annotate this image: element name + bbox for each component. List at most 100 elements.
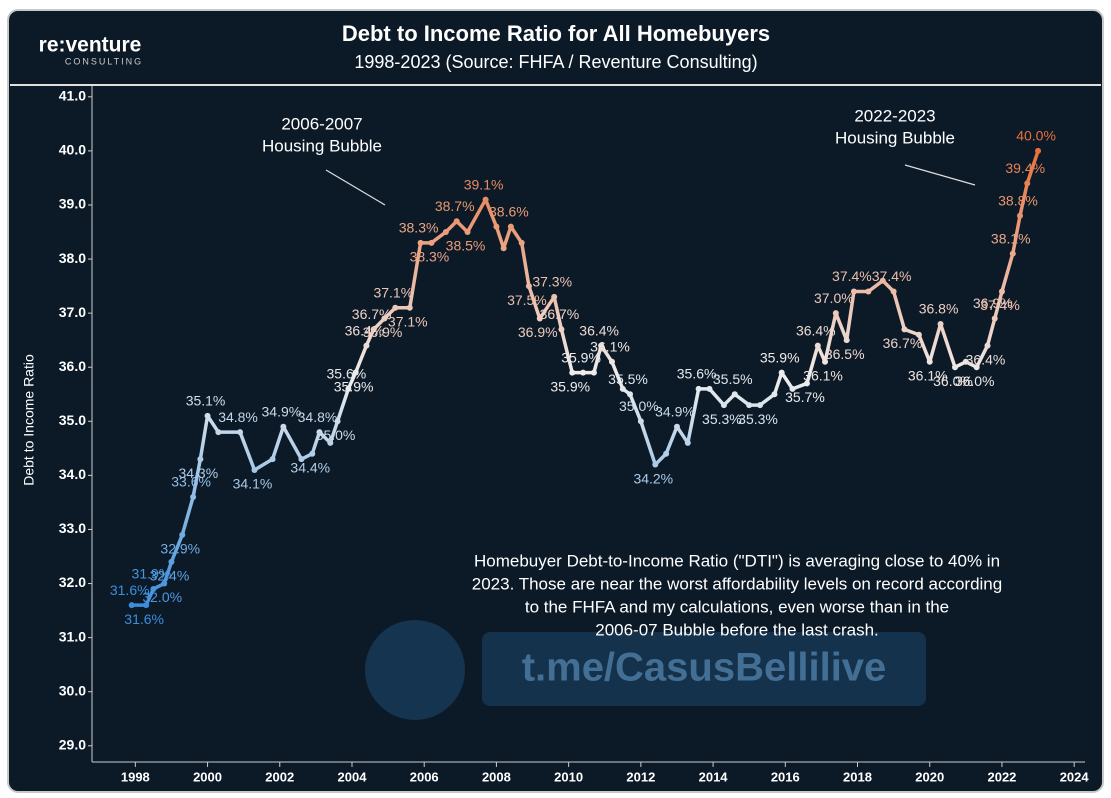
data-label: 36.0%	[933, 373, 973, 389]
x-tick-label: 2010	[554, 769, 583, 784]
point	[608, 358, 615, 365]
x-tick-label: 2014	[699, 769, 729, 784]
data-label: 35.1%	[186, 393, 226, 409]
data-label: 36.9%	[973, 295, 1013, 311]
x-tick-label: 2024	[1060, 769, 1090, 784]
divider	[10, 84, 1101, 86]
data-label: 36.5%	[825, 346, 865, 362]
data-label: 35.9%	[334, 378, 374, 394]
data-label: 37.4%	[832, 268, 872, 284]
point	[370, 326, 377, 333]
data-label: 37.5%	[507, 292, 547, 308]
point	[952, 364, 959, 371]
point	[204, 412, 211, 419]
data-label: 36.4%	[579, 322, 619, 338]
data-label: 38.8%	[998, 192, 1038, 208]
data-label: 37.0%	[814, 290, 854, 306]
x-tick-label: 2016	[771, 769, 800, 784]
arrow	[904, 164, 976, 186]
point	[197, 456, 204, 463]
point	[637, 418, 644, 425]
y-tick-label: 34.0	[59, 466, 86, 482]
point	[706, 385, 713, 392]
point	[150, 585, 157, 592]
point	[673, 423, 680, 430]
point	[720, 402, 727, 409]
data-label: 36.4%	[796, 322, 836, 338]
data-label: 32.4%	[150, 568, 190, 584]
point	[984, 342, 991, 349]
point	[926, 358, 933, 365]
point	[392, 304, 399, 311]
y-tick-label: 31.0	[59, 628, 86, 644]
x-tick-label: 2022	[987, 769, 1016, 784]
point	[822, 358, 829, 365]
y-tick-label: 40.0	[59, 142, 86, 158]
data-label: 31.6%	[124, 611, 164, 627]
point	[143, 602, 150, 609]
point	[453, 218, 460, 225]
x-tick-label: 2008	[482, 769, 511, 784]
point	[746, 402, 753, 409]
point	[406, 304, 413, 311]
point	[1017, 212, 1024, 219]
point	[879, 277, 886, 284]
point	[991, 315, 998, 322]
data-label: 40.0%	[1016, 128, 1056, 144]
data-label: 38.6%	[489, 203, 529, 219]
point	[1035, 147, 1042, 154]
x-tick-label: 2000	[193, 769, 222, 784]
point	[500, 245, 507, 252]
point	[442, 229, 449, 236]
data-label: 36.1%	[908, 368, 948, 384]
arrow	[325, 169, 386, 206]
point	[363, 342, 370, 349]
data-label: 39.4%	[1005, 160, 1045, 176]
logo-sub: CONSULTING	[65, 56, 143, 66]
point	[1009, 250, 1016, 257]
data-label: 36.7%	[540, 306, 580, 322]
x-tick-label: 2020	[915, 769, 944, 784]
data-label: 38.3%	[410, 249, 450, 265]
annotation: 2023. Those are near the worst affordabi…	[472, 574, 1002, 593]
point	[663, 450, 670, 457]
chart-subtitle: 1998-2023 (Source: FHFA / Reventure Cons…	[354, 52, 757, 72]
frame	[7, 9, 1104, 793]
data-label: 38.5%	[446, 238, 486, 254]
point	[1024, 180, 1031, 187]
data-label: 34.8%	[298, 409, 338, 425]
annotation: to the FHFA and my calculations, even wo…	[525, 597, 949, 616]
point	[850, 288, 857, 295]
point	[381, 315, 388, 322]
point	[215, 429, 222, 436]
point	[901, 326, 908, 333]
x-tick-label: 2012	[626, 769, 655, 784]
data-label: 36.9%	[363, 324, 403, 340]
annotation: 2006-07 Bubble before the last crash.	[595, 620, 879, 639]
watermark-icon	[365, 620, 465, 720]
data-label: 36.7%	[883, 335, 923, 351]
point	[237, 429, 244, 436]
point	[598, 342, 605, 349]
point	[168, 558, 175, 565]
data-label: 31.9%	[132, 566, 172, 582]
data-label: 34.9%	[655, 403, 695, 419]
data-label: 34.1%	[233, 476, 273, 492]
y-tick-label: 32.0	[59, 574, 86, 590]
point	[757, 402, 764, 409]
point	[179, 531, 186, 538]
point	[309, 450, 316, 457]
y-tick-label: 36.0	[59, 358, 86, 374]
point	[345, 385, 352, 392]
point	[298, 456, 305, 463]
data-label: 34.9%	[262, 403, 302, 419]
point	[590, 369, 597, 376]
point	[352, 369, 359, 376]
x-tick-label: 2006	[410, 769, 439, 784]
logo: re:venture	[39, 34, 142, 57]
line	[131, 150, 1040, 607]
data-label: 35.9%	[760, 349, 800, 365]
data-label: 35.5%	[608, 371, 648, 387]
watermark-box	[482, 632, 926, 706]
